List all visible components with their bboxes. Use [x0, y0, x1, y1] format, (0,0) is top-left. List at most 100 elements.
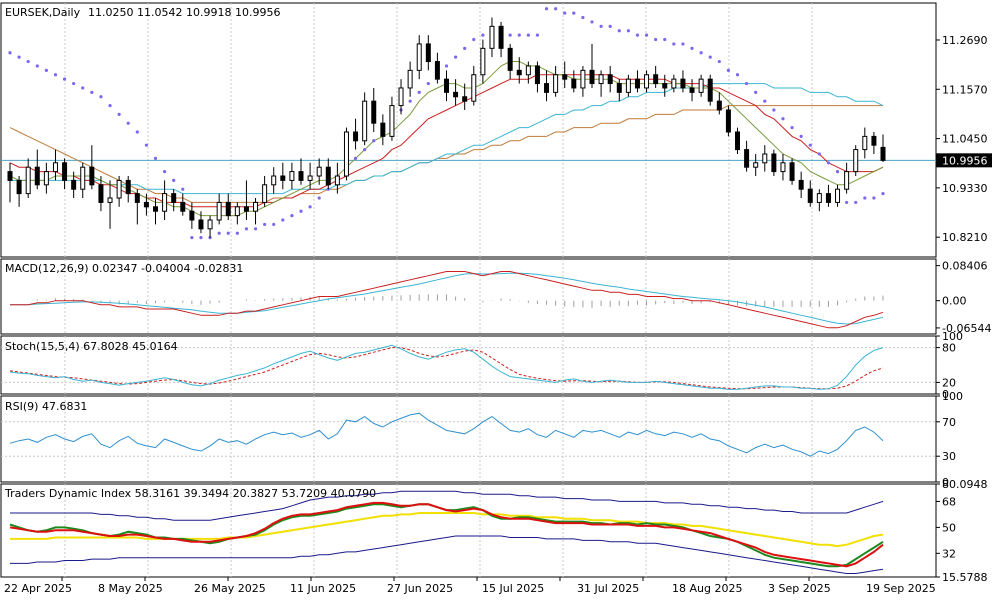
main-price-axis: 11.2690 11.1570 11.0450 10.9330 10.8210	[936, 34, 988, 244]
candle-body	[689, 87, 695, 93]
sar-dot	[162, 169, 167, 174]
sar-dot	[190, 236, 194, 240]
candle-body	[871, 135, 877, 146]
candle-body	[753, 162, 759, 168]
candle-body	[362, 100, 368, 142]
rsi-series	[1, 412, 936, 457]
candle-body	[25, 166, 31, 195]
ohlc-readout: 11.0250 11.0542 10.9918 10.9956	[88, 6, 280, 19]
sar-dot	[817, 152, 821, 156]
candle-body	[62, 162, 68, 181]
sar-dot	[699, 51, 703, 55]
candle-body	[780, 162, 786, 173]
macd-pane-frame	[0, 258, 937, 335]
sar-dot	[826, 161, 831, 165]
tdi-pane-frame	[0, 483, 937, 578]
candle-body	[416, 43, 422, 71]
candle-body	[553, 74, 559, 93]
candle-body	[571, 78, 577, 89]
axis-tick-label: 0	[942, 476, 949, 489]
candle-body	[207, 219, 213, 230]
time-tick-label: 22 Apr 2025	[4, 582, 72, 595]
axis-tick-label: 68	[942, 495, 956, 508]
sar-dot	[17, 55, 21, 59]
candle-body	[825, 193, 831, 203]
candle-body	[544, 83, 550, 93]
sar-dot	[444, 64, 449, 68]
axis-tick-label: 0	[942, 388, 949, 401]
tdi-upper-band	[10, 490, 884, 521]
main-price-pane: 11.2690 11.1570 11.0450 10.9330 10.8210 EURS…	[0, 2, 992, 258]
sar-dot	[290, 214, 294, 218]
candle-body	[43, 171, 49, 186]
candle-body	[680, 78, 686, 89]
candle-body	[271, 175, 277, 186]
axis-tick-label: 100	[942, 390, 963, 403]
time-tick-label: 27 Jun 2025	[387, 582, 453, 595]
axis-tick-label: 20	[942, 376, 956, 389]
candle-body	[98, 184, 104, 203]
stoch-series	[1, 344, 936, 390]
candle-body	[671, 78, 677, 89]
sar-dot	[217, 231, 221, 235]
axis-tick-label: 50	[942, 521, 956, 534]
candle-body	[771, 153, 777, 173]
sar-dot	[272, 222, 276, 227]
rsi-line	[9, 412, 884, 457]
candle-body	[225, 201, 231, 217]
candle-body	[462, 96, 468, 102]
axis-tick-label: 100	[942, 330, 963, 343]
candle-body	[407, 69, 413, 89]
macd-label: MACD(12,26,9) 0.02347 -0.04004 -0.02831	[5, 262, 243, 275]
stoch-grid	[64, 336, 813, 394]
sar-dot	[299, 209, 303, 213]
sar-dot	[581, 15, 585, 20]
time-tick-label: 11 Jun 2025	[290, 582, 356, 595]
sar-dot	[845, 200, 849, 205]
axis-tick-label: 32	[942, 547, 956, 560]
sar-dot	[26, 59, 30, 64]
candle-body	[634, 78, 640, 89]
sar-dot	[199, 236, 203, 240]
candle-body	[716, 100, 722, 111]
sar-dot	[508, 33, 512, 37]
candle-body	[389, 105, 395, 137]
tdi-pane: 80.0948 68 50 32 15.5788 Traders Dynamic Ind…	[0, 478, 988, 584]
sar-dot	[781, 117, 785, 121]
sar-dot	[554, 7, 558, 11]
sar-dot	[544, 7, 549, 11]
sar-dot	[8, 51, 12, 55]
candle-body	[653, 74, 659, 85]
candle-body	[371, 100, 377, 124]
candle-body	[789, 162, 795, 181]
time-tick-label: 19 Sep 2025	[866, 582, 936, 595]
candle-body	[562, 74, 568, 80]
candle-body	[171, 193, 177, 203]
sar-dot	[563, 11, 567, 15]
axis-tick-label: 0.08406	[942, 260, 988, 273]
sar-dot	[717, 59, 721, 64]
sar-dot	[153, 156, 158, 160]
candle-body	[844, 171, 850, 190]
candle-body	[34, 166, 40, 186]
sar-dot	[526, 33, 530, 37]
candle-body	[243, 206, 249, 212]
axis-tick-label: 30	[942, 450, 956, 463]
sar-dot	[53, 73, 58, 77]
candle-body	[134, 193, 140, 203]
candle-body	[735, 131, 740, 151]
current-price-label: 10.9956	[942, 154, 988, 167]
candle-body	[325, 166, 331, 186]
sar-dot	[263, 222, 267, 227]
axis-tick-label: 11.1570	[942, 83, 988, 96]
candle-body	[534, 65, 540, 85]
sar-dot	[735, 73, 740, 77]
sar-dot	[726, 68, 731, 72]
macd-series	[10, 271, 884, 329]
sar-dot	[881, 192, 885, 196]
candle-body	[334, 175, 340, 186]
sar-dot	[463, 46, 467, 50]
sar-dot	[517, 33, 521, 37]
